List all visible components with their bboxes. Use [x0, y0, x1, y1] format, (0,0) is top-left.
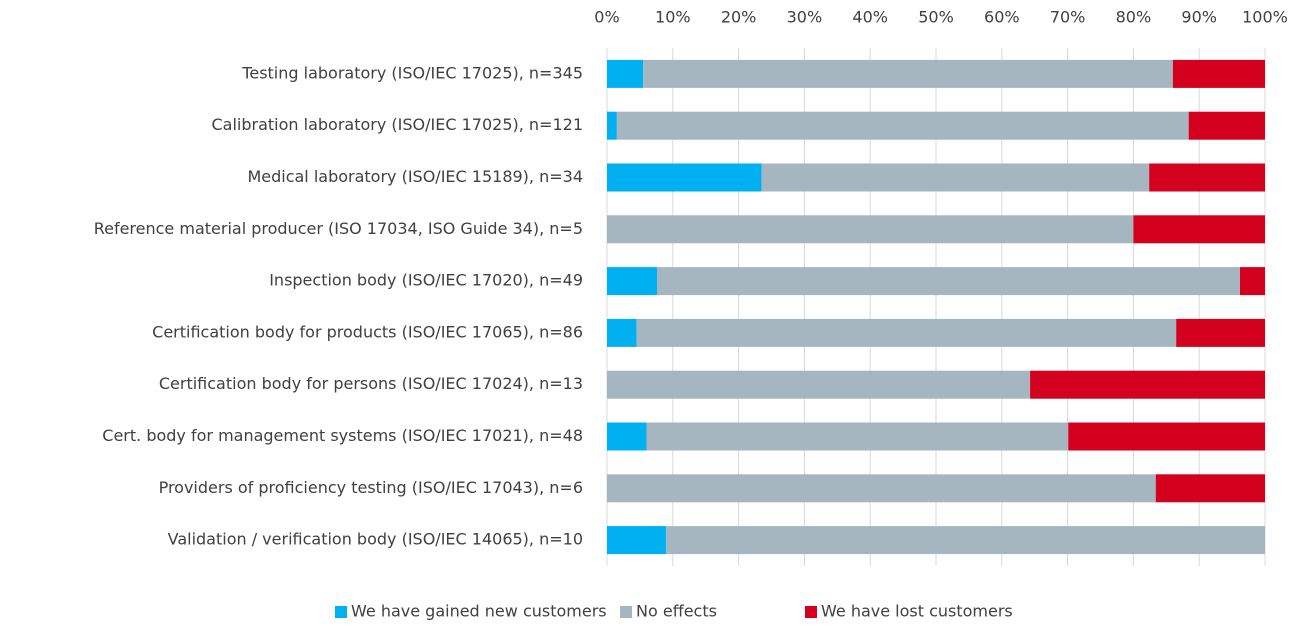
x-tick-label: 60%	[984, 8, 1020, 27]
bar-segment	[607, 422, 647, 451]
bar-segment	[1176, 318, 1265, 347]
y-tick-label: Validation / verification body (ISO/IEC …	[168, 530, 583, 549]
bar-segment	[761, 163, 1150, 192]
bar-segment	[657, 267, 1240, 296]
legend-label: No effects	[636, 602, 717, 621]
bar-segment	[607, 526, 667, 555]
bar-segment	[607, 59, 644, 88]
legend-swatch	[805, 606, 817, 618]
y-tick-label: Medical laboratory (ISO/IEC 15189), n=34	[247, 167, 583, 186]
y-tick-label: Providers of proficiency testing (ISO/IE…	[159, 478, 583, 497]
x-tick-label: 80%	[1116, 8, 1152, 27]
x-tick-label: 30%	[787, 8, 823, 27]
x-tick-label: 90%	[1181, 8, 1217, 27]
bar-segment	[1133, 215, 1265, 244]
legend-swatch	[335, 606, 347, 618]
y-tick-label: Testing laboratory (ISO/IEC 17025), n=34…	[241, 63, 583, 82]
bar-segment	[666, 526, 1265, 555]
bar-segment	[607, 318, 637, 347]
bar-segment	[607, 267, 658, 296]
x-tick-label: 10%	[655, 8, 691, 27]
bar-segment	[1188, 111, 1265, 140]
bar-segment	[607, 370, 1031, 399]
bar-segment	[607, 111, 617, 140]
bar-segment	[646, 422, 1069, 451]
bar-segment	[1068, 422, 1265, 451]
bar-segment	[643, 59, 1173, 88]
x-tick-label: 20%	[721, 8, 757, 27]
y-tick-label: Certification body for products (ISO/IEC…	[152, 322, 583, 341]
x-tick-label: 50%	[918, 8, 954, 27]
bar-segment	[607, 215, 1134, 244]
y-tick-label: Calibration laboratory (ISO/IEC 17025), …	[212, 115, 584, 134]
bar-segment	[1149, 163, 1265, 192]
x-tick-label: 70%	[1050, 8, 1086, 27]
legend-label: We have gained new customers	[351, 602, 607, 621]
bar-segment	[616, 111, 1189, 140]
legend-swatch	[620, 606, 632, 618]
bar-segment	[607, 163, 762, 192]
legend-label: We have lost customers	[821, 602, 1013, 621]
bar-segment	[1239, 267, 1265, 296]
x-tick-label: 0%	[594, 8, 619, 27]
y-tick-label: Inspection body (ISO/IEC 17020), n=49	[269, 271, 583, 290]
bar-segment	[1172, 59, 1265, 88]
bar-segment	[636, 318, 1177, 347]
y-tick-label: Reference material producer (ISO 17034, …	[94, 219, 583, 238]
x-tick-label: 40%	[852, 8, 888, 27]
bar-segment	[1030, 370, 1265, 399]
bar-segment	[1155, 474, 1265, 503]
y-tick-label: Certification body for persons (ISO/IEC …	[159, 374, 583, 393]
bar-segment	[607, 474, 1156, 503]
x-tick-label: 100%	[1242, 8, 1288, 27]
y-tick-label: Cert. body for management systems (ISO/I…	[102, 426, 583, 445]
